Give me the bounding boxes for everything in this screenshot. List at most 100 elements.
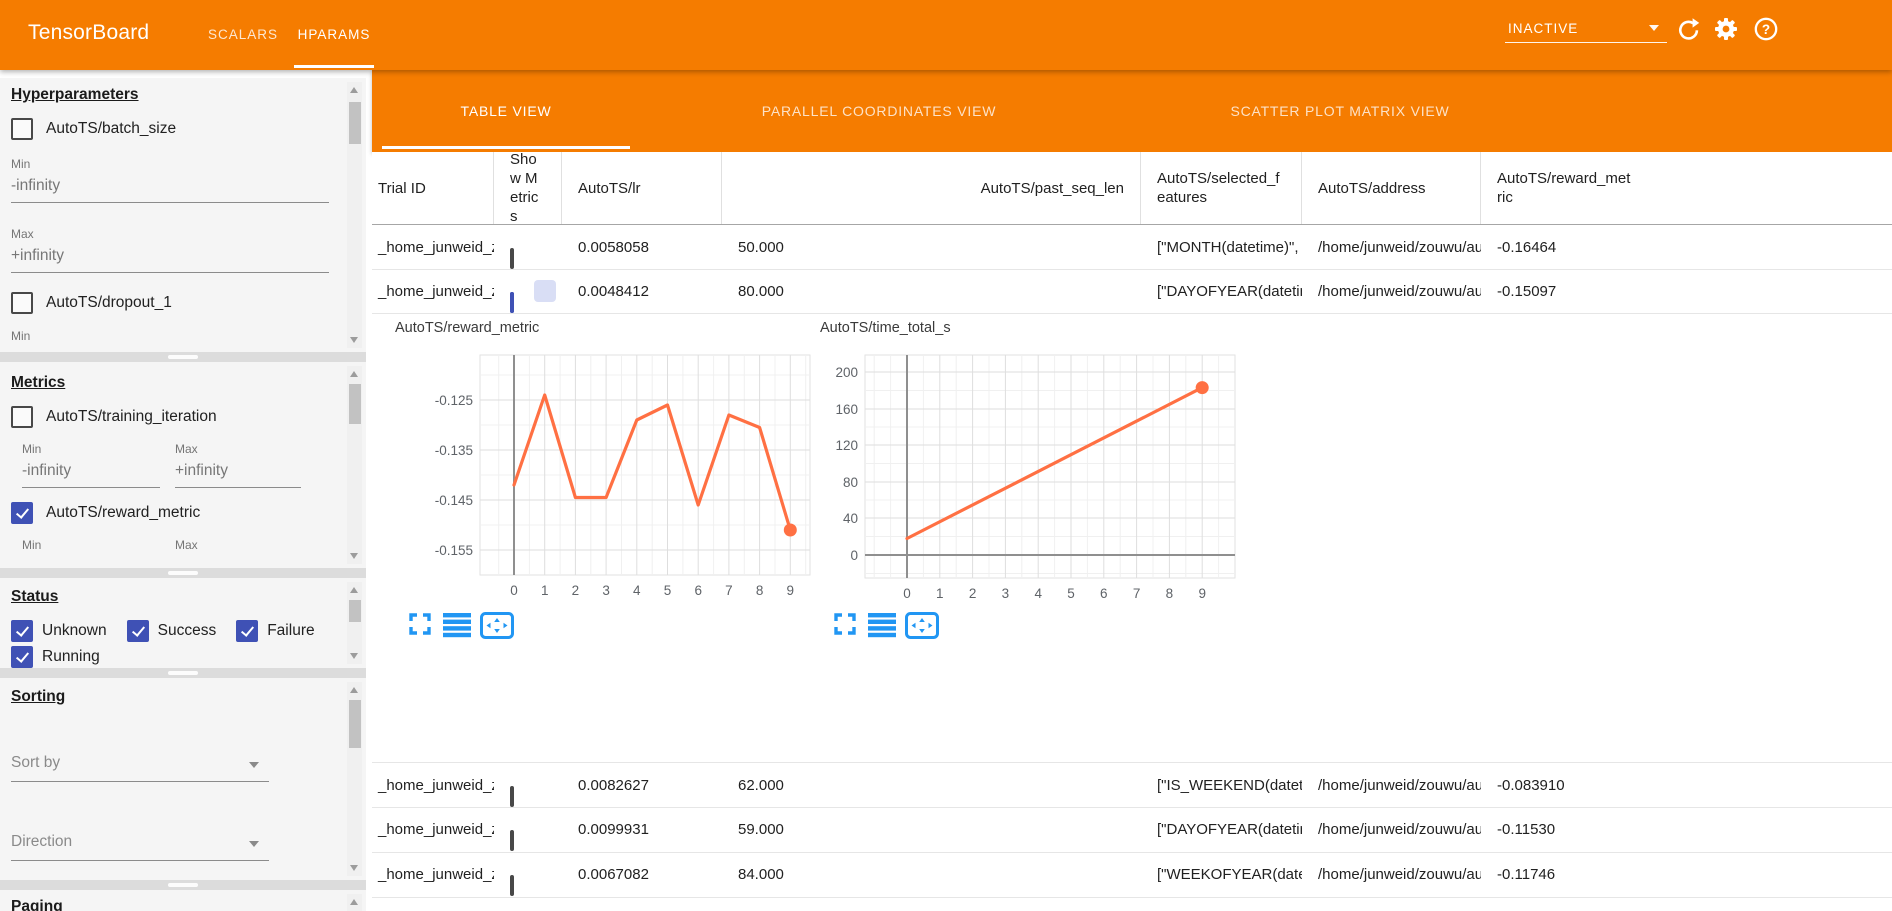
selected-features-cell: ["WEEKOFYEAR(dateti… <box>1157 866 1302 883</box>
column-header-reward-metric[interactable]: AutoTS/reward_metric <box>1497 170 1631 206</box>
status-failure-option[interactable]: Failure <box>236 620 315 642</box>
x-tick: 6 <box>694 583 702 598</box>
hyperparameters-panel: Hyperparameters AutoTS/batch_size Min -i… <box>0 78 366 352</box>
x-tick: 2 <box>969 586 977 601</box>
tab-scatter-plot-matrix-view[interactable]: SCATTER PLOT MATRIX VIEW <box>1118 70 1562 152</box>
tab-scatter-plot-matrix-label: SCATTER PLOT MATRIX VIEW <box>1230 103 1450 119</box>
show-metrics-checkbox[interactable] <box>510 875 514 896</box>
metric-training-iteration-row[interactable]: AutoTS/training_iteration <box>11 406 340 428</box>
column-header-past-seq-len[interactable]: AutoTS/past_seq_len <box>722 152 1141 224</box>
column-header-show-metrics[interactable]: Show Metrics <box>494 152 562 224</box>
min-input[interactable]: -infinity <box>22 456 160 488</box>
fit-to-domain-icon[interactable] <box>480 612 514 639</box>
scrollbar-thumb[interactable] <box>348 384 361 424</box>
success-checkbox[interactable] <box>126 620 149 642</box>
hparam-dropout-row[interactable]: AutoTS/dropout_1 <box>11 292 340 314</box>
training-iteration-checkbox[interactable] <box>11 406 33 428</box>
hparam-batch-size-row[interactable]: AutoTS/batch_size <box>11 118 340 140</box>
tab-hparams[interactable]: HPARAMS <box>288 0 380 70</box>
scrollbar-thumb[interactable] <box>348 102 361 144</box>
show-metrics-checkbox[interactable] <box>510 786 514 807</box>
address-cell: /home/junweid/zouwu/aut… <box>1318 283 1481 300</box>
app-title: TensorBoard <box>28 21 150 44</box>
hyperparameters-scrollbar[interactable] <box>347 82 362 348</box>
metric-reward-row[interactable]: AutoTS/reward_metric <box>11 502 340 524</box>
x-tick: 8 <box>756 583 764 598</box>
panel-resizer[interactable] <box>0 880 366 890</box>
scrollbar-thumb[interactable] <box>348 600 361 622</box>
table-row[interactable]: _home_junweid_z… 0.0067082 84.000 ["WEEK… <box>372 853 1892 898</box>
scroll-down-icon[interactable] <box>350 337 358 343</box>
help-icon[interactable]: ? <box>1752 15 1780 43</box>
active-tab-underline <box>294 65 374 68</box>
column-header-selected-features[interactable]: AutoTS/selected_features <box>1141 152 1302 224</box>
table-row[interactable]: _home_junweid_z… 0.0082627 62.000 ["IS_W… <box>372 762 1892 808</box>
table-row[interactable]: _home_junweid_z… 0.0099931 59.000 ["DAYO… <box>372 808 1892 853</box>
scrollbar-thumb[interactable] <box>348 700 361 748</box>
show-data-icon[interactable] <box>868 612 896 638</box>
show-metrics-checkbox[interactable] <box>510 292 514 313</box>
metrics-heading: Metrics <box>11 374 66 391</box>
scroll-up-icon[interactable] <box>350 87 358 93</box>
x-tick: 0 <box>903 586 911 601</box>
reward-metric-checkbox[interactable] <box>11 502 33 524</box>
column-header-trial-id[interactable]: Trial ID <box>372 152 494 224</box>
scroll-up-icon[interactable] <box>350 587 358 593</box>
max-input[interactable]: +infinity <box>11 241 329 273</box>
direction-dropdown[interactable]: Direction <box>11 833 269 861</box>
min-input[interactable]: -infinity <box>11 171 329 203</box>
failure-checkbox[interactable] <box>236 620 259 642</box>
maximize-icon[interactable] <box>833 612 857 636</box>
scroll-up-icon[interactable] <box>350 899 358 905</box>
sidebar: Hyperparameters AutoTS/batch_size Min -i… <box>0 70 366 911</box>
paging-scrollbar[interactable] <box>347 894 362 911</box>
status-unknown-option[interactable]: Unknown <box>11 620 107 642</box>
scroll-down-icon[interactable] <box>350 553 358 559</box>
max-input[interactable]: +infinity <box>175 456 301 488</box>
tab-scalars[interactable]: SCALARS <box>207 27 279 42</box>
x-tick: 7 <box>1133 586 1141 601</box>
running-checkbox[interactable] <box>11 646 33 668</box>
tab-table-view[interactable]: TABLE VIEW <box>372 70 640 152</box>
sorting-scrollbar[interactable] <box>347 682 362 876</box>
x-tick: 2 <box>572 583 580 598</box>
column-header-lr[interactable]: AutoTS/lr <box>562 152 722 224</box>
dropout-checkbox[interactable] <box>11 292 33 314</box>
scroll-down-icon[interactable] <box>350 865 358 871</box>
panel-resizer[interactable] <box>0 568 366 578</box>
selected-features-cell: ["DAYOFYEAR(datetime… <box>1157 283 1302 300</box>
batch-size-checkbox[interactable] <box>11 118 33 140</box>
run-status-dropdown[interactable]: INACTIVE <box>1505 14 1667 43</box>
show-metrics-checkbox[interactable] <box>510 248 514 269</box>
scroll-up-icon[interactable] <box>350 687 358 693</box>
scroll-down-icon[interactable] <box>350 653 358 659</box>
unknown-checkbox[interactable] <box>11 620 33 642</box>
x-tick: 4 <box>1034 586 1042 601</box>
settings-gear-icon[interactable] <box>1712 15 1740 43</box>
metrics-scrollbar[interactable] <box>347 366 362 564</box>
scroll-up-icon[interactable] <box>350 371 358 377</box>
status-scrollbar[interactable] <box>347 582 362 664</box>
panel-resizer[interactable] <box>0 668 366 678</box>
show-metrics-checkbox[interactable] <box>510 830 514 851</box>
trial-id-cell: _home_junweid_z… <box>378 866 494 883</box>
time-total-chart[interactable]: AutoTS/time_total_s 200 160 120 80 40 0 … <box>818 318 1242 610</box>
status-panel: Status Unknown Success Failure Running <box>0 578 366 668</box>
resizer-handle-icon <box>168 571 198 575</box>
reward-metric-chart[interactable]: AutoTS/reward_metric -0.125 -0.135 -0.14… <box>393 318 817 610</box>
table-row[interactable]: _home_junweid_z… 0.0048412 80.000 ["DAYO… <box>372 270 1892 314</box>
sort-by-dropdown[interactable]: Sort by <box>11 754 269 782</box>
maximize-icon[interactable] <box>408 612 432 636</box>
x-tick: 1 <box>936 586 944 601</box>
tab-parallel-coordinates-view[interactable]: PARALLEL COORDINATES VIEW <box>640 70 1118 152</box>
status-success-option[interactable]: Success <box>126 620 216 642</box>
reward-metric-cell: -0.16464 <box>1497 239 1557 256</box>
column-header-address[interactable]: AutoTS/address <box>1302 152 1481 224</box>
panel-resizer[interactable] <box>0 352 366 362</box>
table-row[interactable]: _home_junweid_z… 0.0058058 50.000 ["MONT… <box>372 226 1892 270</box>
show-data-icon[interactable] <box>443 612 471 638</box>
status-running-option[interactable]: Running <box>11 646 100 668</box>
fit-to-domain-icon[interactable] <box>905 612 939 639</box>
resizer-handle-icon <box>168 883 198 887</box>
refresh-icon[interactable] <box>1675 15 1703 43</box>
